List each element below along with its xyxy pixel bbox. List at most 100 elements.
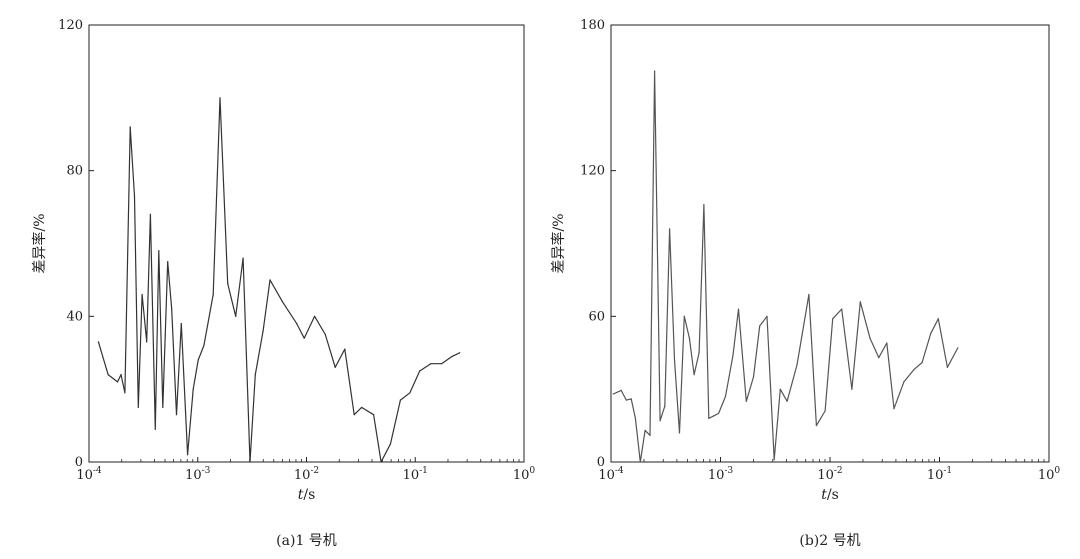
data-point	[141, 293, 143, 296]
data-point	[303, 337, 305, 339]
data-point	[451, 355, 453, 357]
data-point	[137, 406, 139, 408]
data-point	[832, 318, 834, 320]
data-point	[946, 366, 948, 368]
data-point	[634, 417, 636, 419]
data-point	[698, 352, 700, 354]
data-point	[639, 461, 641, 463]
x-tick-label: 10-2	[294, 466, 319, 483]
data-point	[693, 374, 695, 376]
data-point	[921, 361, 923, 364]
data-point	[886, 342, 888, 344]
data-point	[430, 363, 432, 365]
data-point	[167, 261, 169, 263]
y-tick-label: 120	[58, 18, 83, 33]
data-point	[133, 195, 136, 197]
data-point	[203, 344, 205, 347]
data-point	[116, 381, 119, 383]
series-line	[613, 70, 959, 463]
data-point	[786, 400, 788, 402]
data-point	[752, 376, 755, 378]
data-point	[180, 323, 182, 325]
x-tick-label: 10-3	[185, 466, 211, 483]
data-point	[120, 374, 122, 376]
chart-panel-2: 0 60 120 180 10-4 10-3 10-2 10-1 100 t/s 差异率/% (b)2…	[550, 18, 1060, 549]
chart-panel-1: 0 40 80 120 10-4 10-3 10-2 10-1 100 t/s 差异率/% (a)1 …	[31, 18, 535, 549]
data-point	[664, 405, 666, 407]
data-point	[841, 308, 843, 310]
data-point	[773, 458, 775, 461]
data-point	[737, 308, 740, 310]
data-point	[683, 315, 685, 317]
data-point	[373, 414, 375, 416]
data-point	[171, 308, 173, 310]
data-point	[249, 461, 251, 463]
data-point	[192, 388, 194, 390]
data-point	[459, 352, 461, 354]
y-tick-label: 60	[588, 309, 605, 324]
data-point	[242, 257, 244, 259]
x-axis-label: t/s	[298, 487, 316, 503]
data-point	[212, 293, 214, 296]
data-point	[269, 279, 271, 281]
y-axis-label: 差异率/%	[31, 213, 48, 273]
y-tick-label: 120	[580, 164, 605, 179]
data-point	[766, 315, 768, 317]
data-point	[441, 363, 443, 365]
y-tick-label: 40	[66, 309, 83, 324]
data-point	[107, 374, 109, 376]
series-line	[97, 97, 460, 463]
data-point	[235, 315, 237, 317]
data-point	[669, 228, 671, 230]
data-point	[678, 432, 681, 434]
data-point	[262, 330, 264, 332]
data-point	[254, 374, 256, 376]
data-point	[175, 414, 178, 416]
data-point	[703, 204, 705, 206]
data-point	[409, 392, 411, 394]
data-point	[380, 461, 382, 463]
data-point	[227, 282, 229, 285]
data-point	[129, 126, 131, 128]
data-point	[361, 406, 363, 408]
data-point	[851, 388, 853, 390]
data-point	[808, 293, 810, 296]
x-tick-label: 10-2	[817, 466, 842, 483]
y-axis-label: 差异率/%	[550, 213, 567, 273]
data-point	[717, 412, 720, 415]
data-point	[957, 347, 959, 349]
data-point	[644, 429, 646, 432]
data-point	[146, 341, 148, 343]
data-point	[124, 392, 126, 394]
data-point	[649, 434, 651, 436]
data-point	[187, 454, 189, 456]
data-point	[659, 420, 661, 422]
data-point	[796, 364, 798, 366]
x-tick-label: 100	[513, 466, 536, 483]
data-point	[673, 359, 676, 361]
data-point	[930, 332, 932, 334]
x-tick-label: 100	[1038, 466, 1061, 483]
y-tick-label: 0	[75, 455, 83, 470]
data-point	[913, 369, 915, 371]
data-point	[97, 341, 99, 343]
x-tick-label: 10-4	[76, 466, 102, 483]
data-point	[620, 389, 622, 391]
data-point	[389, 443, 392, 445]
x-tick-label: 10-4	[598, 466, 624, 483]
data-point	[859, 301, 861, 303]
data-point	[219, 97, 221, 99]
data-point	[324, 333, 326, 336]
data-point	[630, 398, 632, 400]
data-point	[353, 414, 355, 416]
data-point	[625, 399, 627, 401]
data-point	[893, 407, 895, 410]
data-point	[903, 381, 905, 383]
data-point	[197, 359, 199, 361]
data-point	[162, 406, 164, 408]
x-tick-label: 10-3	[708, 466, 734, 483]
data-point	[653, 70, 656, 72]
data-point	[158, 250, 160, 252]
subfigure-caption: (a)1 号机	[276, 533, 337, 549]
y-tick-label: 0	[597, 455, 605, 470]
